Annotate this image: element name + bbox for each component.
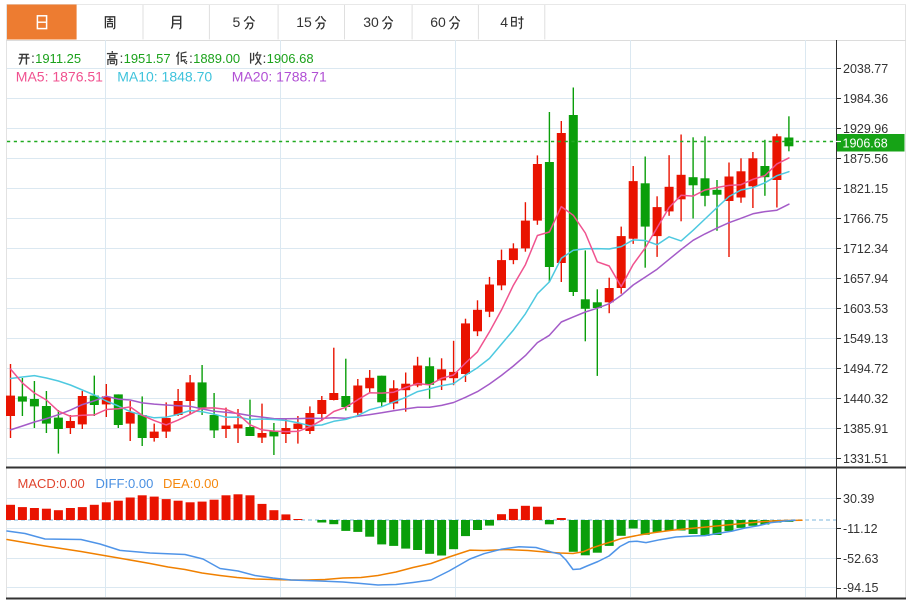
svg-text:1712.34: 1712.34 (843, 242, 888, 256)
svg-text:1911.25: 1911.25 (35, 51, 81, 66)
svg-text:1929.96: 1929.96 (843, 122, 888, 136)
svg-text:MACD:0.00: MACD:0.00 (18, 476, 85, 491)
svg-text:MA10: 1848.70: MA10: 1848.70 (117, 69, 212, 85)
svg-text:1766.75: 1766.75 (843, 212, 888, 226)
svg-text::: : (189, 50, 193, 66)
svg-text:30: 30 (363, 14, 379, 30)
svg-text:-11.12: -11.12 (843, 522, 878, 536)
svg-text::: : (120, 50, 124, 66)
svg-text:1875.56: 1875.56 (843, 152, 888, 166)
svg-text:2038.77: 2038.77 (843, 62, 888, 76)
svg-text:1603.53: 1603.53 (843, 302, 888, 316)
svg-text:30.39: 30.39 (843, 492, 874, 506)
svg-text:MA20: 1788.71: MA20: 1788.71 (232, 69, 327, 85)
svg-text:1984.36: 1984.36 (843, 92, 888, 106)
svg-text:1951.57: 1951.57 (124, 51, 171, 66)
svg-text:60: 60 (430, 14, 446, 30)
svg-text:1657.94: 1657.94 (843, 272, 888, 286)
svg-text:DEA:0.00: DEA:0.00 (163, 476, 219, 491)
svg-text:-94.15: -94.15 (843, 581, 878, 595)
svg-text:1385.91: 1385.91 (843, 422, 888, 436)
svg-text:1549.13: 1549.13 (843, 332, 888, 346)
svg-text::: : (31, 50, 35, 66)
svg-text:15: 15 (296, 14, 312, 30)
svg-text:MA5: 1876.51: MA5: 1876.51 (16, 69, 103, 85)
svg-text:1494.72: 1494.72 (843, 362, 888, 376)
svg-text:DIFF:0.00: DIFF:0.00 (96, 476, 154, 491)
svg-text:1331.51: 1331.51 (843, 452, 888, 466)
svg-text:1906.68: 1906.68 (843, 136, 888, 150)
svg-text:1440.32: 1440.32 (843, 392, 888, 406)
svg-text:-52.63: -52.63 (843, 552, 878, 566)
svg-text:1821.15: 1821.15 (843, 182, 888, 196)
svg-text:1906.68: 1906.68 (267, 51, 314, 66)
svg-text:4: 4 (500, 14, 508, 30)
svg-text:5: 5 (233, 14, 241, 30)
svg-text:1889.00: 1889.00 (193, 51, 240, 66)
svg-text::: : (263, 50, 267, 66)
